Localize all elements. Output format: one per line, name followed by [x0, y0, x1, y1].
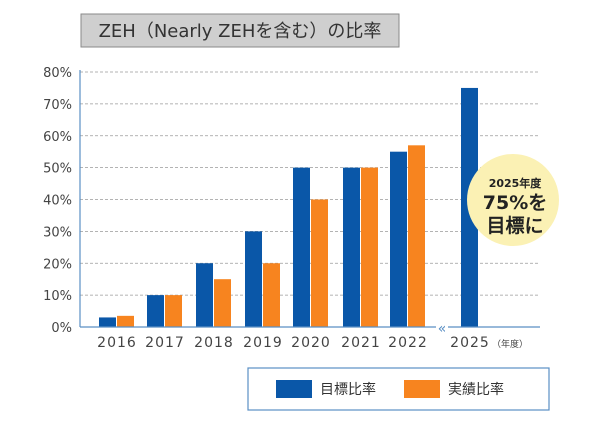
x-tick-label: 2017 [145, 335, 185, 351]
annotation-line3: 目標に [486, 214, 543, 237]
legend: 目標比率 実績比率 [247, 367, 550, 411]
x-tick-label: 2022 [388, 335, 428, 351]
bar-actual-2020 [311, 199, 328, 327]
legend-box [247, 367, 550, 411]
annotation-bubble [467, 154, 559, 246]
x-unit-label: （年度） [492, 338, 528, 350]
axis-break-icon: « [438, 321, 447, 337]
x-tick-label: 2025 [450, 335, 490, 351]
y-tick-label: 70% [43, 98, 72, 113]
x-tick-label: 2019 [243, 335, 283, 351]
bar-target-2016 [99, 317, 116, 327]
bar-target-2020 [293, 167, 310, 327]
y-tick-label: 20% [43, 257, 72, 272]
bar-actual-2016 [117, 315, 134, 327]
bar-actual-2021 [361, 167, 378, 327]
y-tick-label: 50% [43, 162, 72, 177]
axis-break-gap [436, 318, 448, 332]
bar-actual-2022 [408, 145, 425, 327]
x-tick-label: 2018 [194, 335, 234, 351]
bar-target-2018 [196, 263, 213, 327]
y-tick-label: 60% [43, 130, 72, 145]
y-tick-label: 30% [43, 225, 72, 240]
legend-label-actual: 実績比率 [448, 381, 504, 398]
y-tick-label: 80% [43, 66, 72, 81]
bar-actual-2019 [263, 263, 280, 327]
x-tick-label: 2020 [291, 335, 331, 351]
bar-target-2019 [245, 231, 262, 327]
legend-label-target: 目標比率 [320, 381, 376, 398]
chart-title: ZEH（Nearly ZEHを含む）の比率 [99, 21, 382, 42]
bar-actual-2018 [214, 279, 231, 327]
bar-target-2022 [390, 151, 407, 327]
title-box [80, 13, 400, 48]
target-annotation: 2025年度 75%を 目標に [467, 154, 559, 246]
y-tick-label: 0% [51, 321, 72, 336]
annotation-line2: 75%を [483, 192, 547, 214]
legend-swatch-target [276, 380, 312, 398]
bar-actual-2017 [165, 295, 182, 327]
y-tick-label: 40% [43, 194, 72, 209]
annotation-line1: 2025年度 [489, 176, 543, 190]
bar-target-2021 [343, 167, 360, 327]
bar-target-2017 [147, 295, 164, 327]
legend-swatch-actual [404, 380, 440, 398]
y-tick-label: 10% [43, 289, 72, 304]
x-tick-label: 2016 [97, 335, 137, 351]
x-tick-label: 2021 [341, 335, 381, 351]
